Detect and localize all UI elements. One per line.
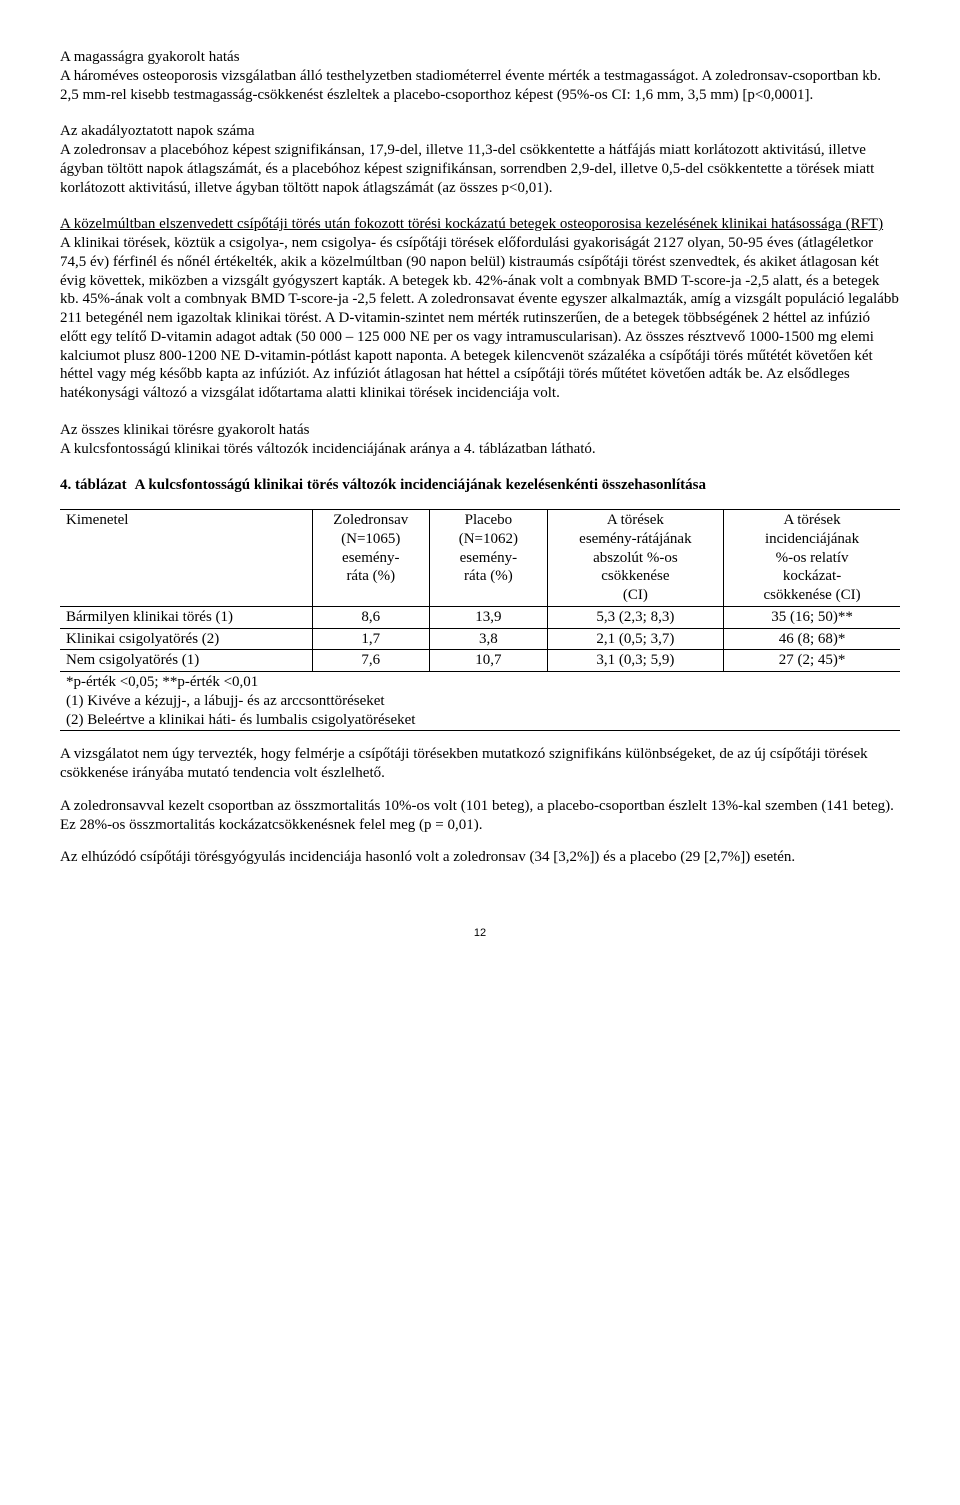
section-rft: A közelmúltban elszenvedett csípőtáji tö… — [60, 215, 900, 403]
paragraph-body: A klinikai törések, köztük a csigolya-, … — [60, 235, 899, 401]
cell: 3,8 — [430, 628, 548, 650]
section-all-clinical: Az összes klinikai törésre gyakorolt hat… — [60, 421, 900, 459]
table-row: Nem csigolyatörés (1) 7,6 10,7 3,1 (0,3;… — [60, 650, 900, 672]
col-abs-reduction: A törések esemény-rátájának abszolút %-o… — [547, 510, 723, 607]
table-footnotes: *p-érték <0,05; **p-érték <0,01 (1) Kivé… — [60, 672, 900, 731]
cell: 10,7 — [430, 650, 548, 672]
table-header-row: Kimenetel Zoledronsav (N=1065) esemény- … — [60, 510, 900, 607]
cell: 46 (8; 68)* — [724, 628, 900, 650]
cell: 27 (2; 45)* — [724, 650, 900, 672]
section-days: Az akadályoztatott napok száma A zoledro… — [60, 122, 900, 197]
paragraph: Az elhúzódó csípőtáji törésgyógyulás inc… — [60, 848, 900, 867]
table-row: Bármilyen klinikai törés (1) 8,6 13,9 5,… — [60, 606, 900, 628]
col-placebo: Placebo (N=1062) esemény- ráta (%) — [430, 510, 548, 607]
cell: 35 (16; 50)** — [724, 606, 900, 628]
paragraph: A közelmúltban elszenvedett csípőtáji tö… — [60, 215, 900, 403]
cell: 13,9 — [430, 606, 548, 628]
section-heading: Az akadályoztatott napok száma — [60, 122, 900, 141]
col-rel-reduction: A törések incidenciájának %-os relatív k… — [724, 510, 900, 607]
cell: 1,7 — [312, 628, 430, 650]
col-zoledronsav: Zoledronsav (N=1065) esemény- ráta (%) — [312, 510, 430, 607]
table-caption: 4. táblázat A kulcsfontosságú klinikai t… — [60, 476, 900, 495]
table-number: 4. táblázat — [60, 476, 127, 495]
cell: Klinikai csigolyatörés (2) — [60, 628, 312, 650]
paragraph: A vizsgálatot nem úgy tervezték, hogy fe… — [60, 745, 900, 783]
col-kimenetel: Kimenetel — [60, 510, 312, 607]
page-number: 12 — [60, 927, 900, 941]
section-heading: A magasságra gyakorolt hatás — [60, 48, 900, 67]
cell: 5,3 (2,3; 8,3) — [547, 606, 723, 628]
underlined-heading: A közelmúltban elszenvedett csípőtáji tö… — [60, 216, 883, 232]
cell: 8,6 — [312, 606, 430, 628]
paragraph: A zoledronsavval kezelt csoportban az ös… — [60, 797, 900, 835]
paragraph: A zoledronsav a placebóhoz képest szigni… — [60, 141, 900, 197]
cell: Bármilyen klinikai törés (1) — [60, 606, 312, 628]
comparison-table: Kimenetel Zoledronsav (N=1065) esemény- … — [60, 509, 900, 731]
paragraph: A hároméves osteoporosis vizsgálatban ál… — [60, 67, 900, 105]
cell: 7,6 — [312, 650, 430, 672]
table-footnote-row: *p-érték <0,05; **p-érték <0,01 (1) Kivé… — [60, 672, 900, 731]
cell: 2,1 (0,5; 3,7) — [547, 628, 723, 650]
table-title-text: A kulcsfontosságú klinikai törés változó… — [127, 476, 706, 495]
section-heading: Az összes klinikai törésre gyakorolt hat… — [60, 421, 900, 440]
cell: 3,1 (0,3; 5,9) — [547, 650, 723, 672]
paragraph: A kulcsfontosságú klinikai törés változó… — [60, 440, 900, 459]
section-height-effect: A magasságra gyakorolt hatás A hároméves… — [60, 48, 900, 104]
table-row: Klinikai csigolyatörés (2) 1,7 3,8 2,1 (… — [60, 628, 900, 650]
cell: Nem csigolyatörés (1) — [60, 650, 312, 672]
